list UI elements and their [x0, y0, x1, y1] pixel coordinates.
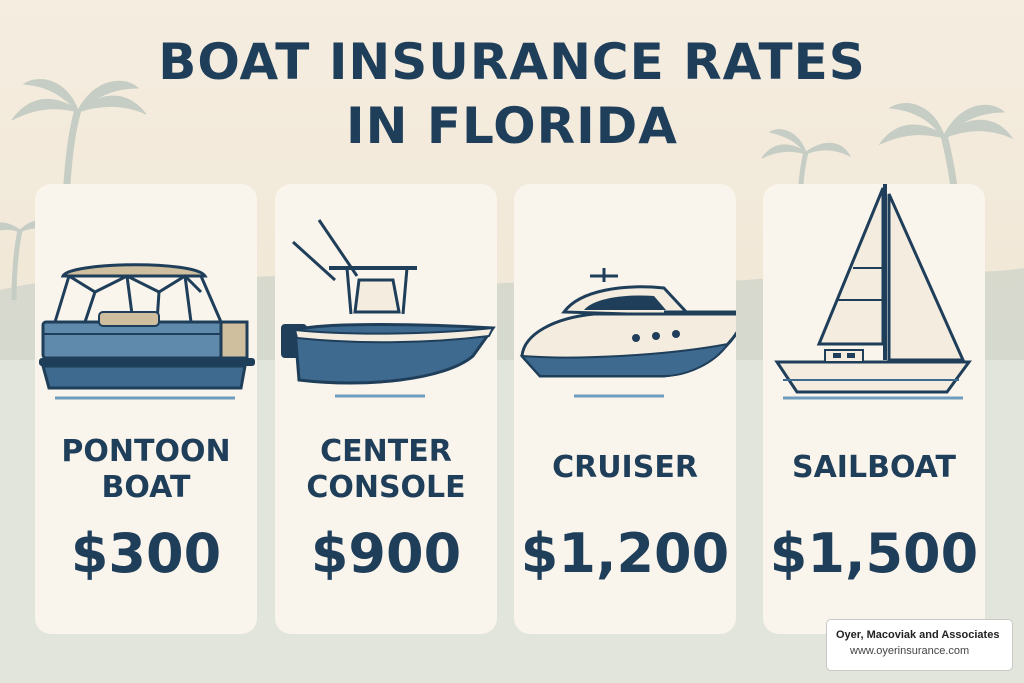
- page-title: BOAT INSURANCE RATES IN FLORIDA: [0, 30, 1024, 158]
- price-value: $1,500: [769, 522, 979, 585]
- pontoon-boat-icon: [39, 263, 255, 400]
- price-value: $300: [70, 522, 222, 585]
- boat-type-label: CRUISER: [514, 450, 736, 486]
- palm-tree-right-small-icon: [761, 129, 852, 211]
- website-link[interactable]: www.oyerinsurance.com: [850, 645, 970, 657]
- cruiser-yacht-icon: [519, 268, 736, 398]
- boat-type-line-2: BOAT: [101, 470, 191, 505]
- center-console-card: CENTER CONSOLE $900: [275, 184, 497, 634]
- boat-type-line-1: SAILBOAT: [791, 450, 957, 485]
- pontoon-boat-card: PONTOON BOAT $300: [35, 184, 257, 634]
- boat-type-label: CENTER CONSOLE: [275, 434, 497, 506]
- boat-type-line-1: PONTOON: [61, 434, 231, 469]
- boat-type-line-1: CRUISER: [552, 450, 698, 485]
- title-line-2: IN FLORIDA: [346, 97, 678, 155]
- title-line-1: BOAT INSURANCE RATES: [158, 33, 866, 91]
- boat-type-line-2: CONSOLE: [306, 470, 466, 505]
- center-console-boat-icon: [281, 219, 496, 398]
- palm-tree-right-icon: [878, 103, 1014, 231]
- cruiser-card: CRUISER $1,200: [514, 184, 736, 634]
- company-name: Oyer, Macoviak and Associates: [836, 629, 1000, 641]
- sailboat-card: SAILBOAT $1,500: [763, 184, 985, 634]
- price-value: $900: [310, 522, 462, 585]
- credit-badge: Oyer, Macoviak and Associates www.oyerin…: [826, 619, 1013, 671]
- price-value: $1,200: [520, 522, 730, 585]
- boat-type-label: PONTOON BOAT: [35, 434, 257, 506]
- boat-type-label: SAILBOAT: [763, 450, 985, 486]
- boat-type-line-1: CENTER: [320, 434, 452, 469]
- sailboat-icon: [774, 184, 972, 400]
